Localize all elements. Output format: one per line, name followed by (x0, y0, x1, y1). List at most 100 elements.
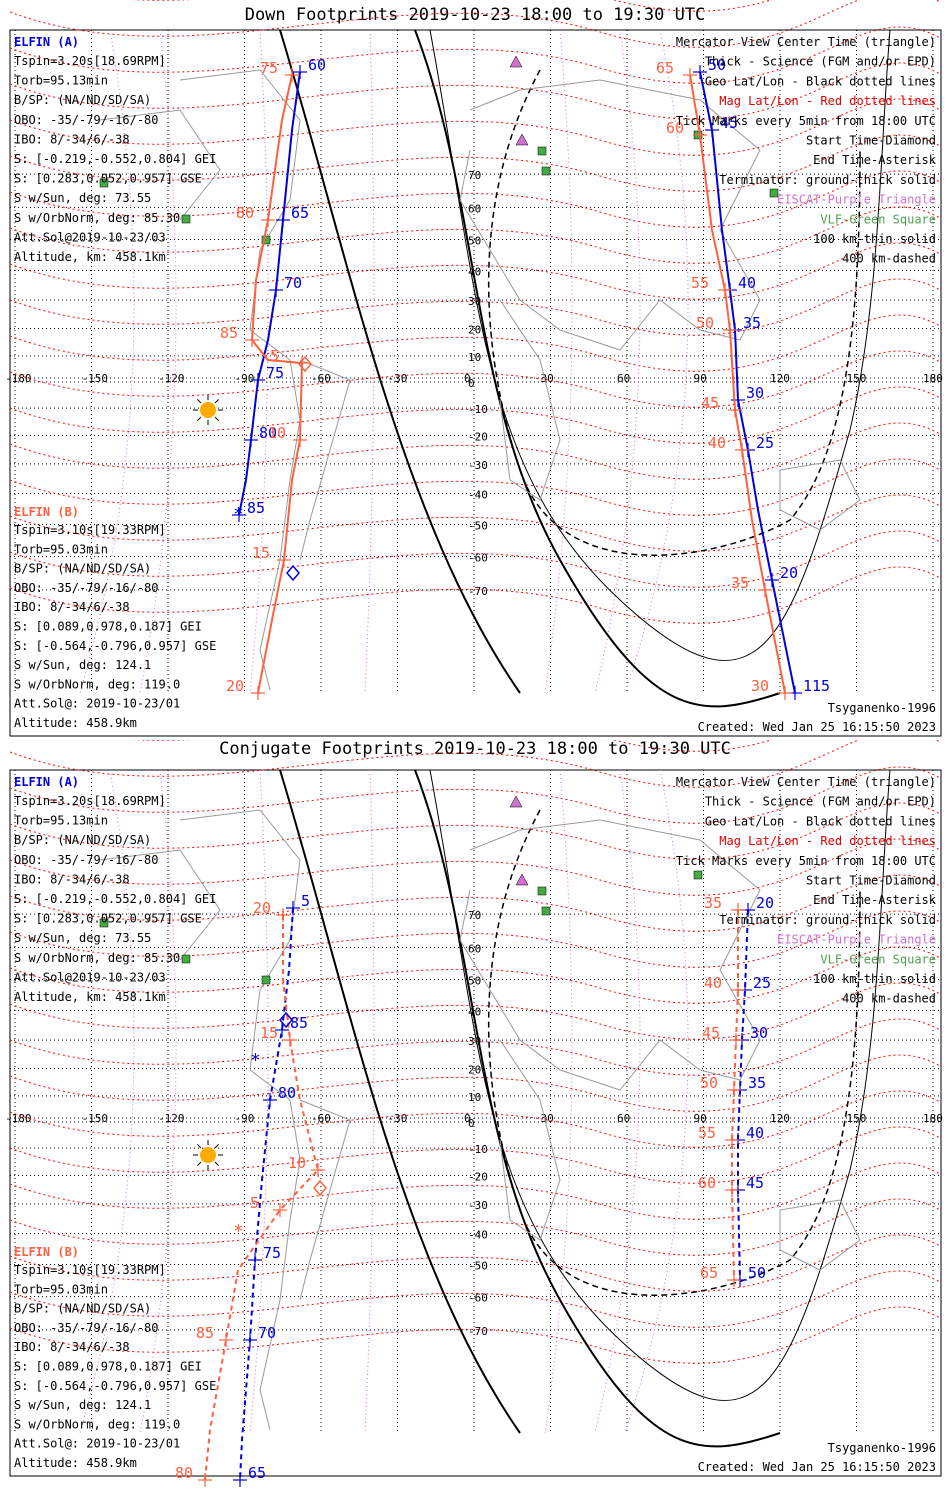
mag-lat-line (9, 422, 941, 480)
elfin-b-track-east-label: 60 (698, 1174, 716, 1192)
elfin-a-track-east-label: 40 (746, 1124, 764, 1142)
mag-lat-line (9, 458, 941, 516)
elfin-a-track-east-label: 40 (738, 274, 756, 292)
legend-entry: Geo Lat/Lon - Black dotted lines (705, 74, 936, 88)
mag-lat-line (9, 314, 941, 372)
coastline (459, 819, 761, 1091)
lon-tick-label: 150 (847, 1112, 867, 1125)
elfin-a-track-east-label: 35 (743, 314, 761, 332)
elfin-b-track-east-label: 55 (698, 1124, 716, 1142)
lat-tick-label: -70 (468, 1325, 488, 1338)
elfin-b-info: S w/OrbNorm, deg: 119.0 (14, 1417, 180, 1431)
mag-lat-line (9, 910, 941, 968)
elfin-b-track-east-label: 50 (696, 314, 714, 332)
elfin-a-track-east-label: 50 (708, 56, 726, 74)
elfin-a-info: Torb=95.13min (14, 74, 108, 88)
sun-icon (193, 1140, 223, 1170)
coastline (499, 299, 561, 501)
elfin-a-info: S w/OrbNorm, deg: 85.30 (14, 951, 180, 965)
lat-tick-label: 50 (468, 975, 481, 988)
start-time-diamond (286, 564, 300, 582)
elfin-a-info: OBO: -35/-79/-16/-80 (14, 113, 159, 127)
legend-entry: Thick - Science (FGM and/or EPD) (705, 55, 936, 69)
sun-ray (197, 399, 202, 404)
lon-tick-label: 0 (464, 1112, 471, 1125)
elfin-a-track-label: 65 (291, 204, 309, 222)
legend-entry: VLF-Green Square (820, 952, 936, 966)
elfin-a-track-east-label: 45 (746, 1174, 764, 1192)
coastline (499, 1039, 561, 1241)
terminator-ground (414, 769, 781, 1448)
elfin-a-info: Att.Sol@2019-10-23/03 (14, 230, 166, 244)
elfin-b-track-east-label: 65 (700, 1264, 718, 1282)
elfin-b-info: IBO: 8/-34/6/-38 (14, 1340, 130, 1354)
elfin-b-info: S w/Sun, deg: 124.1 (14, 658, 151, 672)
elfin-b-info: Altitude: 458.9km (14, 1456, 137, 1470)
elfin-b-track-east-label: 60 (666, 119, 684, 137)
sun-ray (214, 416, 219, 421)
elfin-b-track-label: 20 (226, 677, 244, 695)
lat-tick-label: -20 (468, 430, 488, 443)
mag-lat-line (9, 1198, 941, 1256)
mag-lat-line (9, 134, 941, 192)
elfin-b-track-label: 15 (252, 544, 270, 562)
legend-entry: Tick Marks every 5min from 18:00 UTC (676, 854, 936, 868)
vlf-green-square (693, 870, 703, 880)
elfin-a-title: ELFIN (A) (14, 775, 79, 789)
down-footprints-map: -180 -150 -120 -90 -60 -30 0 30 60 90 120 150 180706… (5, 0, 943, 737)
lat-tick-label: 10 (468, 1091, 481, 1104)
end-time-asterisk: * (250, 1050, 261, 1071)
start-time-diamond (298, 355, 312, 373)
mag-lat-line (9, 1126, 941, 1184)
conjugate-footprints-map: -180 -150 -120 -90 -60 -30 0 30 60 90 120 150 180706… (5, 740, 943, 1487)
coastline (779, 1199, 861, 1271)
legend-entry: End Time-Asterisk (813, 893, 937, 907)
vlf-green-square (541, 166, 551, 176)
legend-entry: End Time-Asterisk (813, 153, 937, 167)
elfin-a-track-label: 85 (247, 499, 265, 517)
lat-tick-label: 10 (468, 351, 481, 364)
start-time-diamond (313, 1179, 327, 1197)
elfin-a-track-east-label: 115 (803, 677, 830, 695)
elfin-b-info: Torb=95.03min (14, 542, 108, 556)
mag-lon-line (249, 769, 269, 1434)
elfin-b-track-east-label: 45 (701, 394, 719, 412)
elfin-b-info: S w/Sun, deg: 124.1 (14, 1398, 151, 1412)
elfin-a-track-label: 75 (266, 364, 284, 382)
legend-entry: Mercator View Center Time (triangle) (676, 775, 936, 789)
lat-tick-label: 20 (468, 1064, 481, 1077)
elfin-b-info: B/SP: (NA/ND/SD/SA) (14, 1302, 151, 1316)
vlf-green-square (99, 918, 109, 928)
elfin-a-info: Altitude, km: 458.1km (14, 250, 166, 264)
elfin-b-track (250, 74, 304, 694)
elfin-b-info: OBO: -35/-79/-16/-80 (14, 1321, 159, 1335)
elfin-a-track-east (699, 71, 796, 694)
vlf-green-square (541, 906, 551, 916)
mag-lat-line (9, 1090, 941, 1148)
model-label: Tsyganenko-1996 (828, 1441, 936, 1455)
elfin-b-track-label: 5 (250, 1194, 259, 1212)
elfin-b-track-label: 10 (268, 424, 286, 442)
mag-lat-line (9, 1018, 941, 1076)
elfin-a-track-east-label: 20 (780, 564, 798, 582)
panel-title: Conjugate Footprints 2019-10-23 18:00 to… (219, 739, 731, 759)
lat-tick-label: 70 (468, 169, 481, 182)
mag-lon-line (249, 29, 269, 694)
eiscat-triangle (509, 55, 523, 68)
mag-lat-line (9, 1162, 941, 1220)
elfin-a-track-label: 80 (259, 424, 277, 442)
elfin-a-info: IBO: 8/-34/6/-38 (14, 132, 130, 146)
legend-entry: 100 km-thin solid (813, 232, 936, 246)
elfin-b-info: IBO: 8/-34/6/-38 (14, 600, 130, 614)
mag-lat-line (9, 494, 941, 552)
elfin-b-info: S w/OrbNorm, deg: 119.0 (14, 677, 180, 691)
mag-lat-line (9, 946, 941, 1004)
elfin-b-track-east-label: 45 (702, 1024, 720, 1042)
mag-lat-line (9, 350, 941, 408)
lat-tick-label: -40 (468, 1229, 488, 1242)
lon-tick-label: -60 (311, 372, 331, 385)
mag-lat-line (9, 98, 941, 156)
elfin-a-info: Tspin=3.20s[18.69RPM] (14, 794, 166, 808)
lon-tick-label: 90 (694, 372, 707, 385)
terminator-ground-left (279, 769, 521, 1434)
